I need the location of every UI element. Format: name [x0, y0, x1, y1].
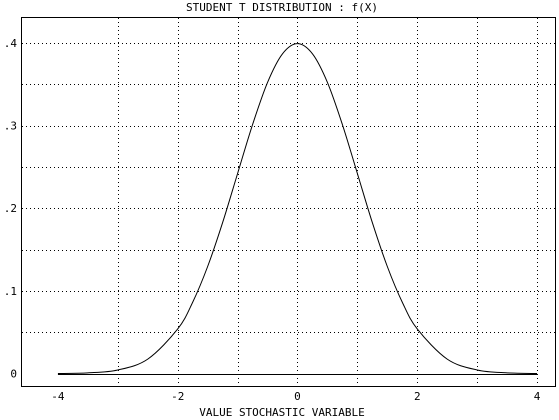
y-tick-label: .3: [4, 120, 17, 133]
x-tick-labels: -4 -2 0 2 4: [51, 390, 540, 403]
x-tick-label: 4: [534, 390, 541, 403]
x-tick-label: -4: [51, 390, 65, 403]
y-tick-label: .2: [4, 202, 17, 215]
gridlines: [22, 18, 555, 386]
plot-frame: [21, 17, 556, 387]
x-tick-label: 0: [294, 390, 301, 403]
x-tick-label: -2: [171, 390, 184, 403]
y-tick-label: .1: [4, 285, 17, 298]
chart-title: STUDENT T DISTRIBUTION : f(X): [186, 1, 378, 14]
y-tick-labels: 0 .1 .2 .3 .4: [4, 37, 18, 381]
x-tick-label: 2: [414, 390, 421, 403]
y-tick-label: .4: [4, 37, 18, 50]
x-axis-label: VALUE STOCHASTIC VARIABLE: [199, 406, 365, 419]
density-curve: [57, 43, 538, 375]
y-tick-label: 0: [10, 368, 17, 381]
